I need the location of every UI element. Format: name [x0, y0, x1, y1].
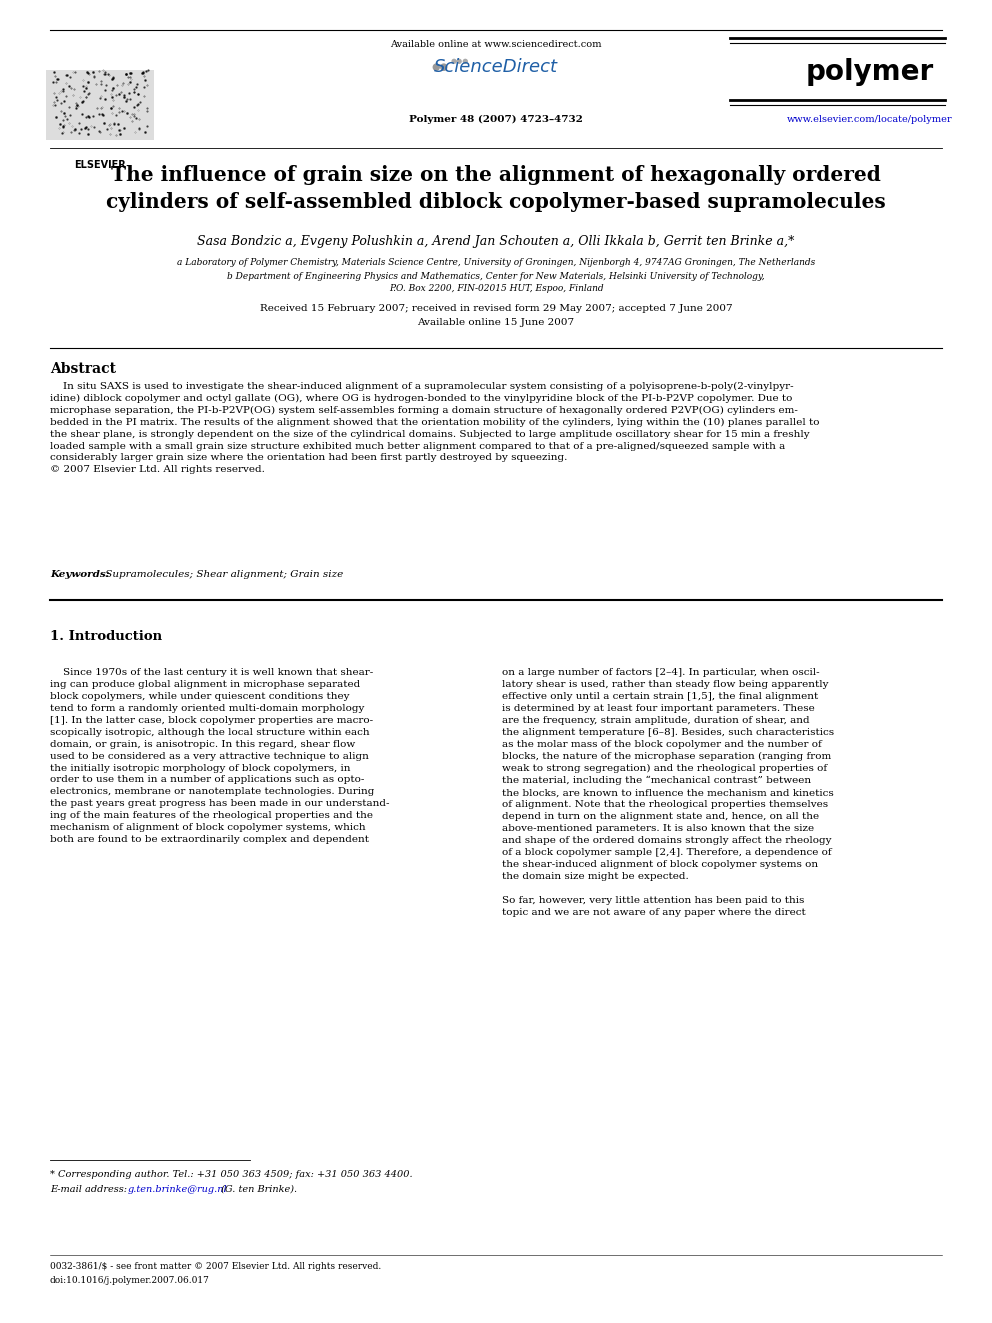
Text: Abstract: Abstract [50, 363, 116, 376]
Text: (G. ten Brinke).: (G. ten Brinke). [218, 1185, 298, 1193]
Text: Polymer 48 (2007) 4723–4732: Polymer 48 (2007) 4723–4732 [409, 115, 583, 124]
Text: a Laboratory of Polymer Chemistry, Materials Science Centre, University of Groni: a Laboratory of Polymer Chemistry, Mater… [177, 258, 815, 267]
Text: Received 15 February 2007; received in revised form 29 May 2007; accepted 7 June: Received 15 February 2007; received in r… [260, 304, 732, 314]
Text: Available online at www.sciencedirect.com: Available online at www.sciencedirect.co… [390, 40, 602, 49]
Text: In situ SAXS is used to investigate the shear-induced alignment of a supramolecu: In situ SAXS is used to investigate the … [50, 382, 819, 474]
Text: Keywords:: Keywords: [50, 570, 110, 579]
Text: cylinders of self-assembled diblock copolymer-based supramolecules: cylinders of self-assembled diblock copo… [106, 192, 886, 212]
Text: Supramolecules; Shear alignment; Grain size: Supramolecules; Shear alignment; Grain s… [102, 570, 343, 579]
Text: g.ten.brinke@rug.nl: g.ten.brinke@rug.nl [128, 1185, 227, 1193]
Text: 0032-3861/$ - see front matter © 2007 Elsevier Ltd. All rights reserved.: 0032-3861/$ - see front matter © 2007 El… [50, 1262, 381, 1271]
Text: doi:10.1016/j.polymer.2007.06.017: doi:10.1016/j.polymer.2007.06.017 [50, 1275, 210, 1285]
Text: ELSEVIER: ELSEVIER [74, 160, 126, 169]
Text: ●●: ●● [432, 62, 448, 71]
Text: ●●●: ●●● [450, 58, 469, 64]
Text: Since 1970s of the last century it is well known that shear-
ing can produce glo: Since 1970s of the last century it is we… [50, 668, 390, 844]
Bar [46, 70, 154, 140]
Text: on a large number of factors [2–4]. In particular, when oscil-
latory shear is u: on a large number of factors [2–4]. In p… [502, 668, 834, 917]
Text: P.O. Box 2200, FIN-02015 HUT, Espoo, Finland: P.O. Box 2200, FIN-02015 HUT, Espoo, Fin… [389, 284, 603, 292]
Text: polymer: polymer [806, 58, 934, 86]
Text: The influence of grain size on the alignment of hexagonally ordered: The influence of grain size on the align… [111, 165, 881, 185]
Text: b Department of Engineering Physics and Mathematics, Center for New Materials, H: b Department of Engineering Physics and … [227, 273, 765, 280]
Text: www.elsevier.com/locate/polymer: www.elsevier.com/locate/polymer [788, 115, 952, 124]
Text: Available online 15 June 2007: Available online 15 June 2007 [418, 318, 574, 327]
Text: E-mail address:: E-mail address: [50, 1185, 130, 1193]
Text: ScienceDirect: ScienceDirect [434, 58, 558, 75]
Text: 1. Introduction: 1. Introduction [50, 630, 162, 643]
Text: Sasa Bondzic a, Evgeny Polushkin a, Arend Jan Schouten a, Olli Ikkala b, Gerrit : Sasa Bondzic a, Evgeny Polushkin a, Aren… [197, 235, 795, 247]
Text: * Corresponding author. Tel.: +31 050 363 4509; fax: +31 050 363 4400.: * Corresponding author. Tel.: +31 050 36… [50, 1170, 413, 1179]
